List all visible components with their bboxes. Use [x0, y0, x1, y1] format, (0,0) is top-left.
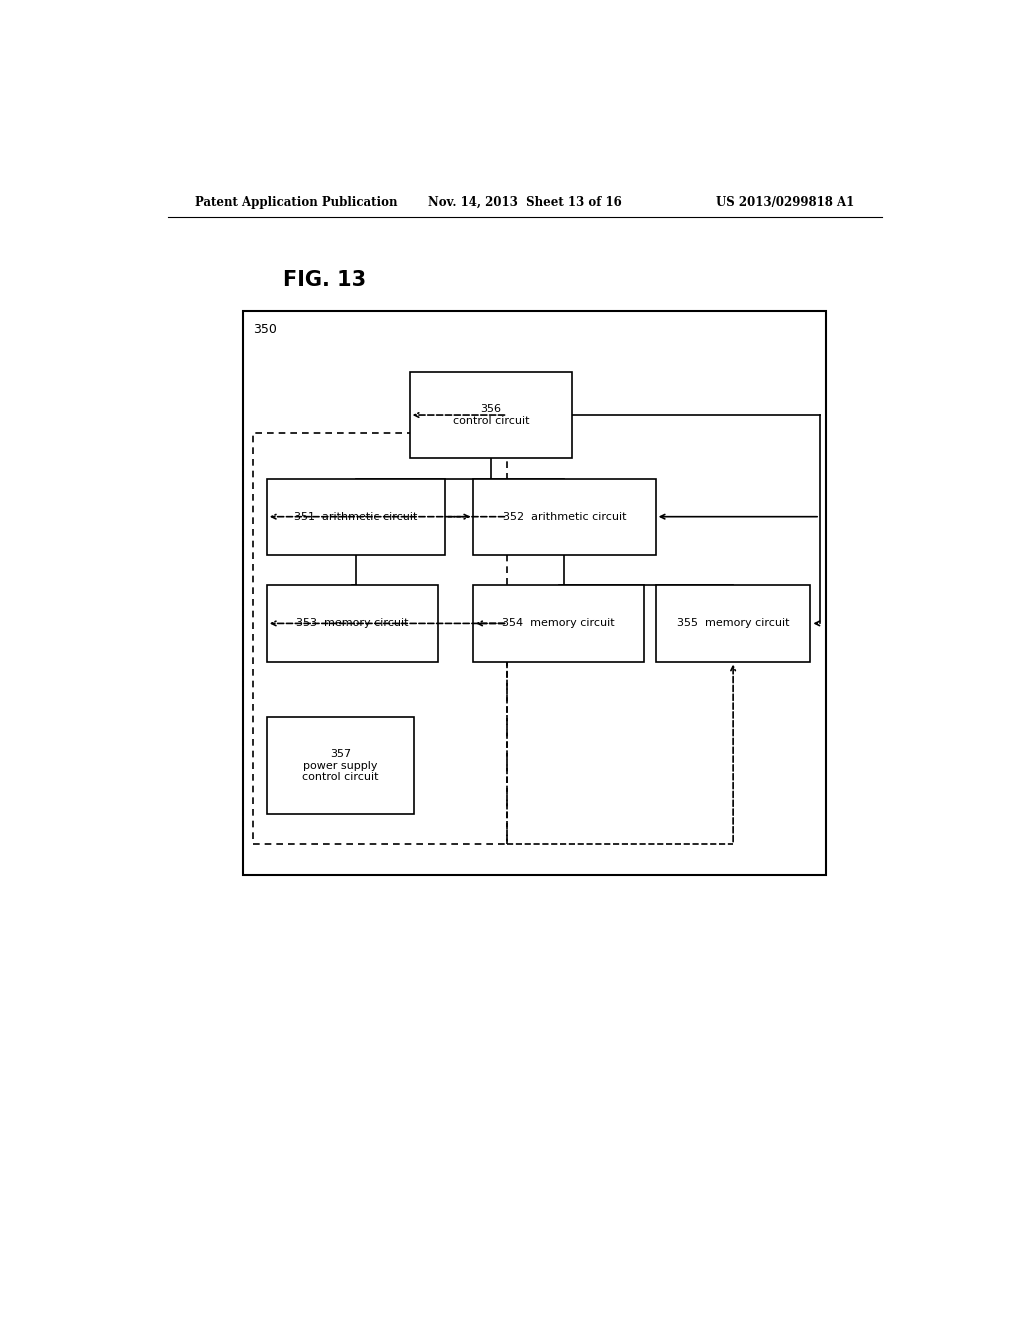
Bar	[267, 585, 437, 661]
Text: Patent Application Publication: Patent Application Publication	[196, 195, 398, 209]
Text: 351  arithmetic circuit: 351 arithmetic circuit	[295, 512, 418, 521]
Text: 357
power supply
control circuit: 357 power supply control circuit	[302, 748, 379, 783]
Text: 356
control circuit: 356 control circuit	[453, 404, 529, 426]
Bar	[267, 718, 414, 814]
Bar	[655, 585, 811, 661]
Bar	[267, 479, 445, 554]
Text: US 2013/0299818 A1: US 2013/0299818 A1	[716, 195, 854, 209]
Text: 355  memory circuit: 355 memory circuit	[677, 618, 790, 628]
Text: 352  arithmetic circuit: 352 arithmetic circuit	[503, 512, 627, 521]
Bar	[243, 310, 826, 875]
Text: 353  memory circuit: 353 memory circuit	[296, 618, 409, 628]
Bar	[410, 372, 572, 458]
Bar	[473, 585, 644, 661]
Bar	[473, 479, 655, 554]
Text: 350: 350	[253, 323, 276, 337]
Text: Nov. 14, 2013  Sheet 13 of 16: Nov. 14, 2013 Sheet 13 of 16	[428, 195, 622, 209]
Text: 354  memory circuit: 354 memory circuit	[502, 618, 614, 628]
Text: FIG. 13: FIG. 13	[283, 271, 366, 290]
